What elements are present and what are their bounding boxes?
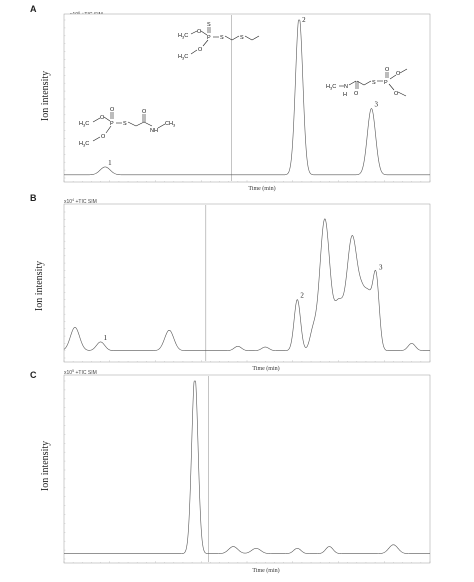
- panel-b-unit: x104 +TIC SIM: [64, 198, 97, 205]
- panel-b-ylabel: Ion intensity: [34, 261, 45, 311]
- mol1-o-lower: O: [101, 134, 106, 140]
- molecule-1-structure: H3C O P O S O NH CH3 O H3C: [79, 107, 176, 148]
- mol2-o2: O: [198, 47, 203, 53]
- mol1-o-double: O: [110, 107, 115, 113]
- panel-b-peak-labels: 1 2 3: [104, 263, 383, 342]
- panel-a-xlabel: Time (min): [248, 185, 275, 192]
- panel-c-letter: C: [30, 370, 37, 380]
- panel-c-xlabel: Time (min): [252, 567, 279, 574]
- panel-c-unit: x105 +TIC SIM: [64, 369, 97, 376]
- mol2-h3c-top: H3C: [178, 33, 188, 40]
- panel-c-tic-trace: [64, 380, 430, 554]
- panel-a-peak-labels: 1 2 3: [108, 16, 378, 167]
- mol2-s1: S: [220, 35, 224, 41]
- panel-b-peak-label: 2: [300, 292, 304, 300]
- panel-a-peak-label: 2: [302, 16, 306, 24]
- panel-b-plot-area: [63, 203, 431, 363]
- mol1-h3c-top: H3C: [79, 121, 89, 128]
- panel-b-peak-label: 3: [379, 263, 383, 271]
- panel-c-plot-area: [63, 374, 431, 564]
- mol3-s: S: [372, 80, 376, 86]
- panel-b-ticks: [63, 211, 431, 362]
- panel-b-xlabel: Time (min): [252, 365, 279, 372]
- mol3-h: H: [343, 92, 347, 98]
- panel-b-letter: B: [30, 193, 37, 203]
- mol2-p: P: [207, 35, 211, 41]
- panel-c: C x105 +TIC SIM Ion intensity Time (min): [30, 369, 431, 574]
- mol1-ch3: CH3: [165, 121, 176, 128]
- panel-b-peak-label: 1: [104, 334, 108, 342]
- mol1-o-amide: O: [142, 109, 147, 115]
- panel-a-letter: A: [30, 4, 37, 14]
- mol3-p: P: [384, 80, 388, 86]
- mol3-o-amide: O: [354, 91, 359, 97]
- panel-a-ticks: [63, 19, 431, 182]
- mol2-h3c-bottom: H3C: [178, 54, 188, 61]
- panel-a-peak-label: 3: [374, 100, 378, 108]
- mol1-h3c-bottom: H3C: [79, 141, 89, 148]
- panel-a: A x106+TIC SIM Ion intensity 123 Time (m…: [30, 4, 431, 192]
- mol2-s-double: S: [207, 22, 211, 28]
- panel-b-tic-trace: [63, 218, 430, 351]
- mol2-s2: S: [240, 35, 244, 41]
- mol1-o-ester: O: [100, 115, 105, 121]
- panel-a-tic-trace: [64, 19, 430, 176]
- mol1-nh: NH: [150, 128, 158, 134]
- mol3-h3c: H3C: [326, 84, 336, 91]
- mol3-n: N: [344, 84, 348, 90]
- mol1-s: S: [123, 121, 127, 127]
- mol3-o2: O: [394, 91, 399, 97]
- panel-b: B x104 +TIC SIM Ion intensity 1 2 3 Time (m…: [30, 193, 431, 372]
- mol3-o-double: O: [385, 67, 390, 73]
- panel-a-plot-area: [63, 13, 431, 183]
- panel-a-ylabel: Ion intensity: [40, 71, 51, 121]
- panel-a-peak-label: 1: [108, 159, 112, 167]
- molecule-3-structure: H3C N H O S P O O O: [326, 67, 408, 98]
- panel-c-ylabel: Ion intensity: [40, 441, 51, 491]
- mol2-o1: O: [197, 29, 202, 35]
- mol3-o1: O: [396, 71, 401, 77]
- mol1-p: P: [110, 121, 114, 127]
- molecule-2-structure: H3C O P S S S O H3C: [178, 22, 260, 61]
- panel-c-ticks: [63, 380, 431, 563]
